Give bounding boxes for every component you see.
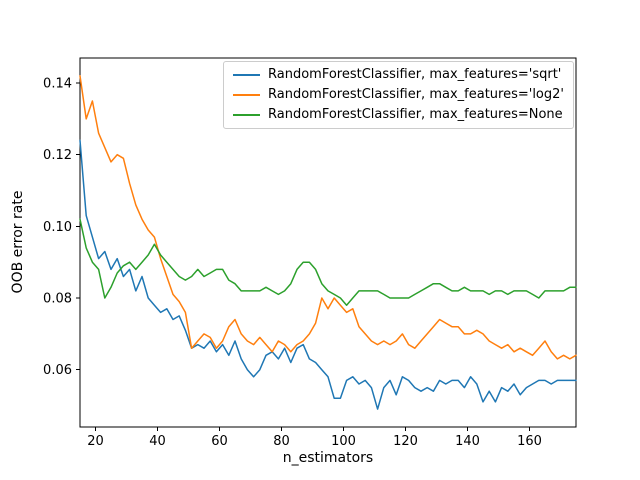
legend-item-sqrt: RandomForestClassifier, max_features='sq…	[233, 67, 564, 82]
legend-label-log2: RandomForestClassifier, max_features='lo…	[268, 87, 564, 102]
x-tick-label: 80	[273, 434, 290, 449]
y-tick-label: 0.06	[43, 363, 72, 378]
legend-line-sample-sqrt	[233, 73, 260, 76]
y-tick-label: 0.08	[43, 292, 72, 307]
series-line-log2	[79, 75, 577, 360]
legend-item-log2: RandomForestClassifier, max_features='lo…	[233, 87, 564, 102]
legend-item-none: RandomForestClassifier, max_features=Non…	[233, 107, 564, 122]
legend: RandomForestClassifier, max_features='sq…	[223, 61, 574, 129]
x-tick-label: 160	[517, 434, 542, 449]
x-tick-label: 20	[87, 434, 104, 449]
plot-area: 20 40 60 80 100 120 140 160 0.06 0.08 0.10 0.12 0.14	[43, 57, 577, 449]
series-line-sqrt	[79, 139, 577, 410]
x-tick-label: 60	[211, 434, 228, 449]
x-tick-label: 100	[331, 434, 356, 449]
legend-line-sample-log2	[233, 93, 260, 96]
x-tick-label: 40	[149, 434, 166, 449]
x-tick-label: 140	[455, 434, 480, 449]
y-axis-label: OOB error rate	[10, 191, 26, 294]
x-tick-label: 120	[393, 434, 418, 449]
series-line-none	[79, 218, 577, 306]
legend-line-sample-none	[233, 113, 260, 116]
y-tick-label: 0.12	[43, 148, 72, 163]
legend-label-none: RandomForestClassifier, max_features=Non…	[268, 107, 563, 122]
legend-label-sqrt: RandomForestClassifier, max_features='sq…	[268, 67, 562, 82]
plot-border	[79, 57, 577, 428]
y-tick-label: 0.14	[43, 77, 72, 92]
x-axis-label: n_estimators	[283, 450, 373, 466]
y-tick-label: 0.10	[43, 220, 72, 235]
